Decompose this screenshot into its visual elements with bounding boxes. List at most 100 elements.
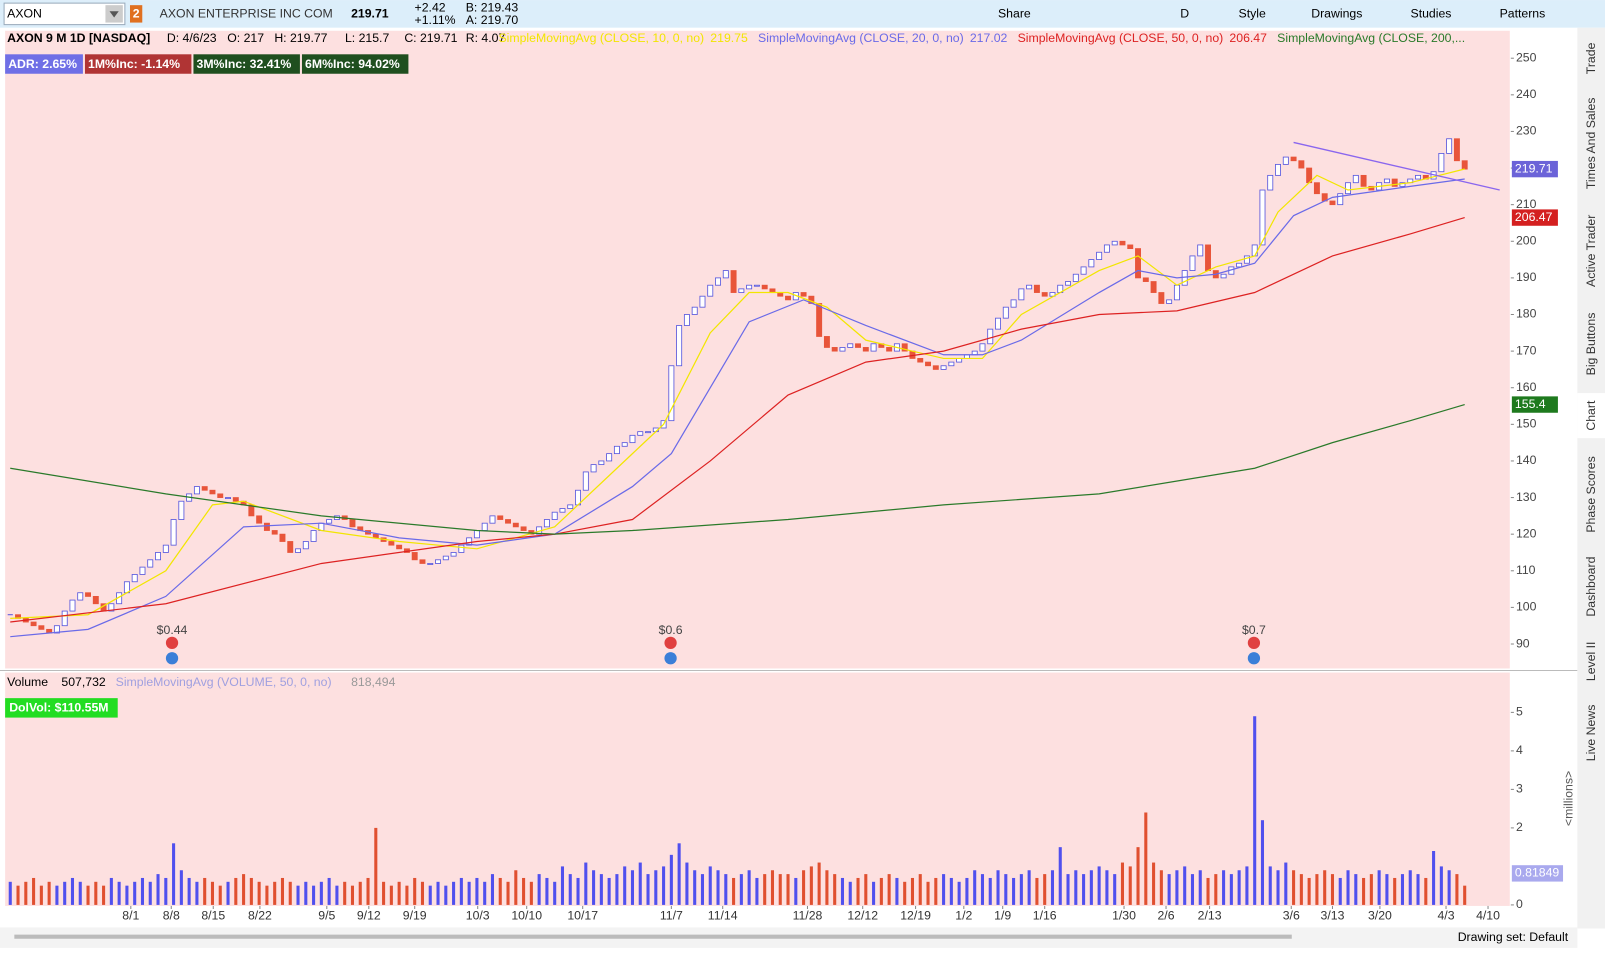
volume-bar <box>1019 874 1023 905</box>
sidebar-tab[interactable]: Phase Scores <box>1584 456 1598 532</box>
volume-bar <box>918 874 922 905</box>
event-icon <box>165 652 179 665</box>
event-icon <box>1247 636 1261 650</box>
badge-text: ADR: 2.65% <box>8 57 77 71</box>
volume-bar <box>872 881 876 905</box>
candle <box>1391 178 1398 187</box>
candle <box>1461 160 1468 170</box>
candle <box>582 471 589 491</box>
symbol-box[interactable] <box>3 2 126 26</box>
sidebar-tab[interactable]: Level II <box>1584 642 1598 682</box>
candle <box>738 288 745 293</box>
volume-bar <box>949 877 953 905</box>
volume-bar <box>1152 862 1156 905</box>
symbol: AXON <box>7 7 42 21</box>
candle <box>1205 244 1211 271</box>
candle <box>30 621 37 627</box>
candle <box>481 522 488 531</box>
sidebar-tab[interactable]: Times And Sales <box>1584 98 1598 190</box>
volume-bar <box>1253 716 1257 905</box>
candle <box>1446 138 1453 154</box>
candle <box>442 555 449 561</box>
candle <box>707 284 714 297</box>
volume-bar <box>732 877 736 905</box>
candle <box>326 519 333 524</box>
volume-bar <box>1330 874 1335 905</box>
x-tick-label: 2/13 <box>1198 908 1222 922</box>
candle <box>69 599 76 612</box>
volume-bar <box>234 877 238 905</box>
volume-bar <box>1424 877 1428 905</box>
candle <box>1166 299 1173 304</box>
volume-bar <box>1136 847 1140 905</box>
toolbar-button[interactable]: Patterns <box>1500 7 1546 21</box>
volume-bar <box>1222 870 1226 905</box>
sidebar-tab[interactable]: Dashboard <box>1584 556 1598 616</box>
toolbar-button[interactable]: Studies <box>1411 7 1452 21</box>
volume-bar <box>856 877 860 905</box>
volume-bar <box>1432 851 1436 905</box>
volume-bar <box>1183 866 1187 905</box>
volume-bar <box>662 866 666 905</box>
toolbar-button[interactable]: Share <box>998 7 1031 21</box>
sidebar-tab[interactable]: Chart <box>1584 400 1598 431</box>
volume-bar <box>934 877 938 905</box>
moving-average <box>10 216 1465 623</box>
x-tick-label: 4/3 <box>1437 908 1454 922</box>
sidebar-tab[interactable]: Live News <box>1584 705 1598 762</box>
event-icon <box>165 636 179 650</box>
volume-bar <box>980 874 985 905</box>
event-icon <box>664 636 677 650</box>
volume-bar <box>1175 870 1179 905</box>
volume-bar <box>763 874 767 905</box>
candle <box>699 295 706 308</box>
volume-bar <box>109 877 113 905</box>
candle <box>567 504 574 509</box>
volume-bar <box>374 827 378 905</box>
candle <box>753 284 760 287</box>
sidebar-tab[interactable]: Trade <box>1584 42 1598 74</box>
candle <box>917 358 924 363</box>
link-box[interactable] <box>129 5 143 23</box>
change-pct: +1.11% <box>415 13 456 27</box>
price-tag <box>1511 160 1558 178</box>
candle <box>162 544 169 553</box>
candle <box>1189 255 1196 271</box>
candle <box>302 541 309 550</box>
sidebar-tab[interactable]: Active Trader <box>1584 215 1598 287</box>
study-value: 219.75 <box>710 31 748 45</box>
last-price: 219.71 <box>351 7 389 21</box>
candle <box>1415 174 1421 180</box>
x-tick-label: 2/6 <box>1157 908 1174 922</box>
y-tick-label: 4 <box>1516 743 1523 757</box>
moving-average <box>10 178 1465 638</box>
volume-bar <box>117 881 121 905</box>
moving-average <box>10 168 1465 619</box>
high: H: 219.77 <box>274 31 327 45</box>
volume-bar <box>514 870 518 905</box>
volume-bar <box>817 862 821 905</box>
toolbar-button[interactable]: Drawings <box>1311 7 1362 21</box>
volume-bar <box>133 881 137 905</box>
candle <box>1345 182 1351 195</box>
volume-bar <box>32 877 36 905</box>
candle <box>435 559 441 564</box>
candle <box>590 464 597 473</box>
toolbar-button[interactable]: D <box>1180 7 1189 21</box>
volume-bar <box>1346 870 1350 905</box>
candle <box>847 343 854 348</box>
x-tick-label: 3/20 <box>1368 908 1392 922</box>
candle <box>1127 244 1134 250</box>
volume-bar <box>172 843 176 905</box>
volume-bar <box>397 881 401 905</box>
candle <box>396 544 403 550</box>
sidebar-tab[interactable]: Big Buttons <box>1584 313 1598 376</box>
candle <box>1173 284 1180 301</box>
x-tick-label: 9/5 <box>318 908 335 922</box>
candle <box>1243 255 1250 264</box>
candle <box>1088 259 1095 268</box>
volume-bar <box>16 885 20 905</box>
volume-bar <box>1377 870 1381 905</box>
toolbar-button[interactable]: Style <box>1239 7 1266 21</box>
